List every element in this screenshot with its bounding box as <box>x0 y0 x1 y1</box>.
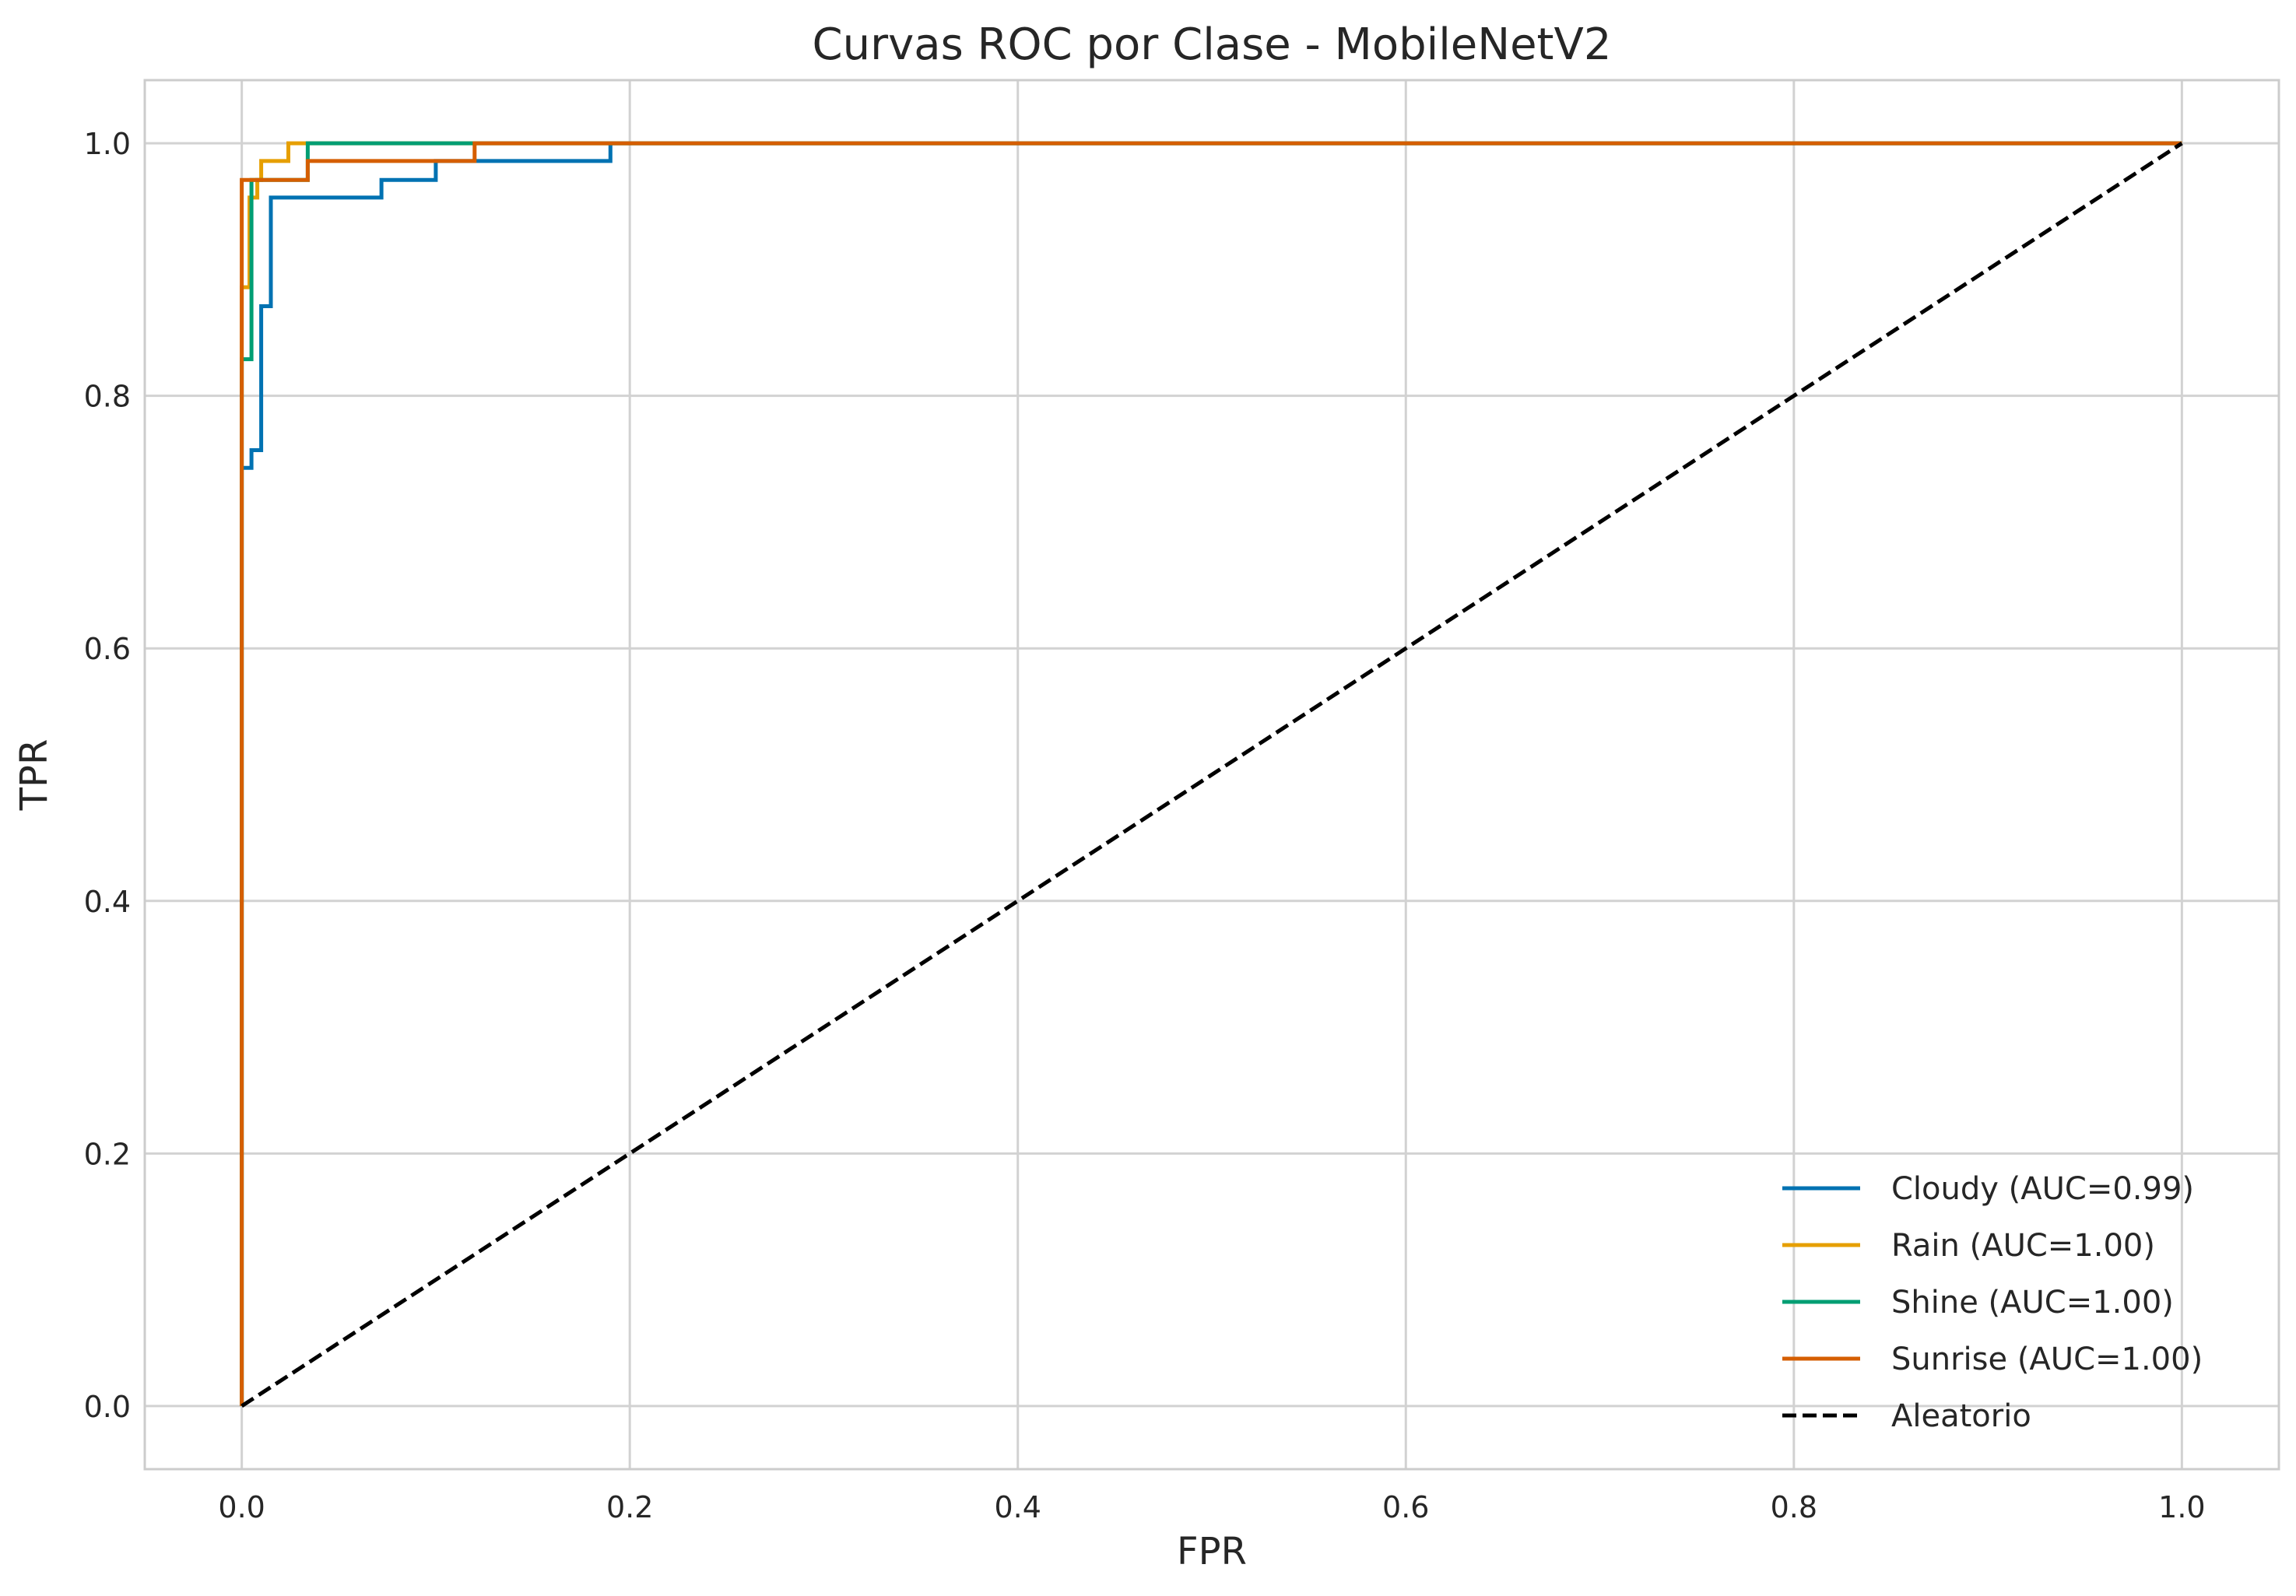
legend-label-shine: Shine (AUC=1.00) <box>1891 1285 2174 1321</box>
x-tick-label: 0.2 <box>606 1490 653 1524</box>
x-tick-label: 0.8 <box>1771 1490 1817 1524</box>
tick-labels: 0.0 0.2 0.4 0.6 0.8 1.0 0.0 0.2 0.4 0.6 0.8 1.0 <box>84 127 2206 1524</box>
y-tick-label: 0.8 <box>84 380 131 414</box>
series-line-cloudy <box>240 141 2182 1406</box>
x-tick-label: 0.0 <box>218 1490 265 1524</box>
x-tick-label: 0.6 <box>1382 1490 1429 1524</box>
x-tick-label: 1.0 <box>2158 1490 2205 1524</box>
y-tick-label: 0.2 <box>84 1137 131 1171</box>
plot-frame <box>143 79 2280 1471</box>
grid-lines <box>145 80 2279 1469</box>
y-tick-label: 0.0 <box>84 1390 131 1424</box>
legend-label-sunrise: Sunrise (AUC=1.00) <box>1891 1342 2203 1377</box>
y-tick-label: 0.4 <box>84 885 131 919</box>
series-line-sunrise <box>240 141 2182 1406</box>
x-tick-label: 0.4 <box>995 1490 1041 1524</box>
legend-label-aleatorio: Aleatorio <box>1891 1398 2031 1434</box>
legend-label-rain: Rain (AUC=1.00) <box>1891 1228 2155 1264</box>
legend: Cloudy (AUC=0.99) Rain (AUC=1.00) Shine (A… <box>1782 1171 2203 1434</box>
chart-title: Curvas ROC por Clase - MobileNetV2 <box>813 19 1612 70</box>
y-tick-label: 1.0 <box>84 127 131 161</box>
y-axis-label: TPR <box>12 739 56 812</box>
y-tick-label: 0.6 <box>84 632 131 666</box>
series-layer <box>240 141 2183 1408</box>
x-axis-label: FPR <box>1177 1530 1247 1573</box>
legend-label-cloudy: Cloudy (AUC=0.99) <box>1891 1171 2194 1207</box>
series-line-aleatorio <box>240 142 2183 1408</box>
